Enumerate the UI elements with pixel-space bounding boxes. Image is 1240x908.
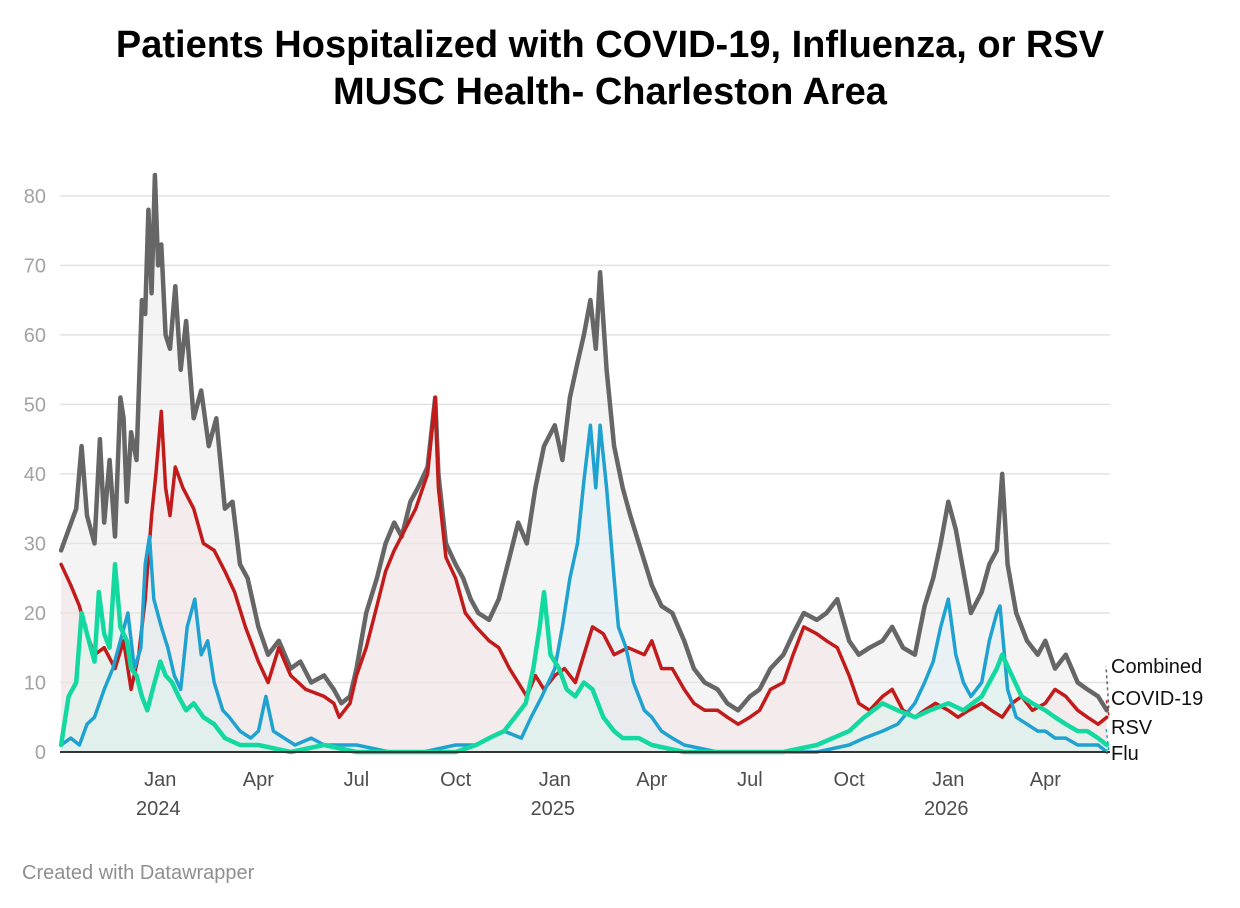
y-tick-label: 50 bbox=[24, 394, 46, 416]
x-tick-year-label: 2025 bbox=[531, 798, 576, 820]
y-tick-label: 10 bbox=[24, 672, 46, 694]
covid-19-series-label: COVID-19 bbox=[1111, 688, 1203, 710]
x-tick-label: Jul bbox=[737, 769, 763, 791]
x-tick-label: Apr bbox=[243, 769, 274, 791]
hospitalization-chart: 0 10 20 30 40 50 60 70 80 Jan 2024 Apr Jul Oct Jan 2025… bbox=[24, 172, 1203, 820]
series-lines bbox=[58, 172, 1110, 755]
chart-title-line-2: MUSC Health- Charleston Area bbox=[333, 71, 887, 113]
combined-label-connector bbox=[1105, 665, 1110, 709]
x-tick-label: Jan bbox=[539, 769, 571, 791]
y-tick-label: 70 bbox=[24, 255, 46, 277]
flu-area bbox=[61, 564, 1107, 752]
flu-label-connector bbox=[1105, 742, 1110, 754]
x-tick-year-label: 2024 bbox=[136, 798, 181, 820]
y-tick-label: 20 bbox=[24, 603, 46, 625]
flu-line bbox=[58, 562, 1110, 755]
series-areas bbox=[61, 175, 1107, 752]
x-tick-label: Jan bbox=[144, 769, 176, 791]
combined-area bbox=[61, 175, 1107, 752]
x-tick-label: Oct bbox=[440, 769, 472, 791]
grid-lines bbox=[60, 195, 1110, 684]
x-tick-label: Oct bbox=[834, 769, 866, 791]
combined-line bbox=[58, 172, 1110, 713]
rsv-area bbox=[61, 425, 1107, 752]
rsv-series-label: RSV bbox=[1111, 717, 1153, 739]
axes: 0 10 20 30 40 50 60 70 80 Jan 2024 Apr Jul Oct Jan 2025… bbox=[24, 186, 1110, 820]
rsv-line bbox=[59, 423, 1109, 754]
y-tick-label: 40 bbox=[24, 464, 46, 486]
y-tick-label: 60 bbox=[24, 325, 46, 347]
chart-title-line-1: Patients Hospitalized with COVID-19, Inf… bbox=[115, 24, 1105, 66]
x-tick-label: Jul bbox=[344, 769, 370, 791]
x-tick-year-label: 2026 bbox=[924, 798, 969, 820]
series-labels: Combined COVID-19 RSV Flu bbox=[1105, 656, 1203, 765]
x-tick-label: Apr bbox=[636, 769, 667, 791]
combined-series-label: Combined bbox=[1111, 656, 1202, 678]
chart-title: Patients Hospitalized with COVID-19, Inf… bbox=[0, 22, 1220, 116]
x-tick-label: Apr bbox=[1030, 769, 1061, 791]
y-tick-label: 80 bbox=[24, 186, 46, 208]
y-tick-label: 30 bbox=[24, 533, 46, 555]
credit-footer: Created with Datawrapper bbox=[22, 862, 255, 884]
flu-series-label: Flu bbox=[1111, 743, 1139, 765]
x-tick-label: Jan bbox=[932, 769, 964, 791]
rsv-label-connector bbox=[1105, 726, 1110, 751]
y-tick-label: 0 bbox=[35, 742, 46, 764]
covid-19-label-connector bbox=[1105, 697, 1110, 716]
